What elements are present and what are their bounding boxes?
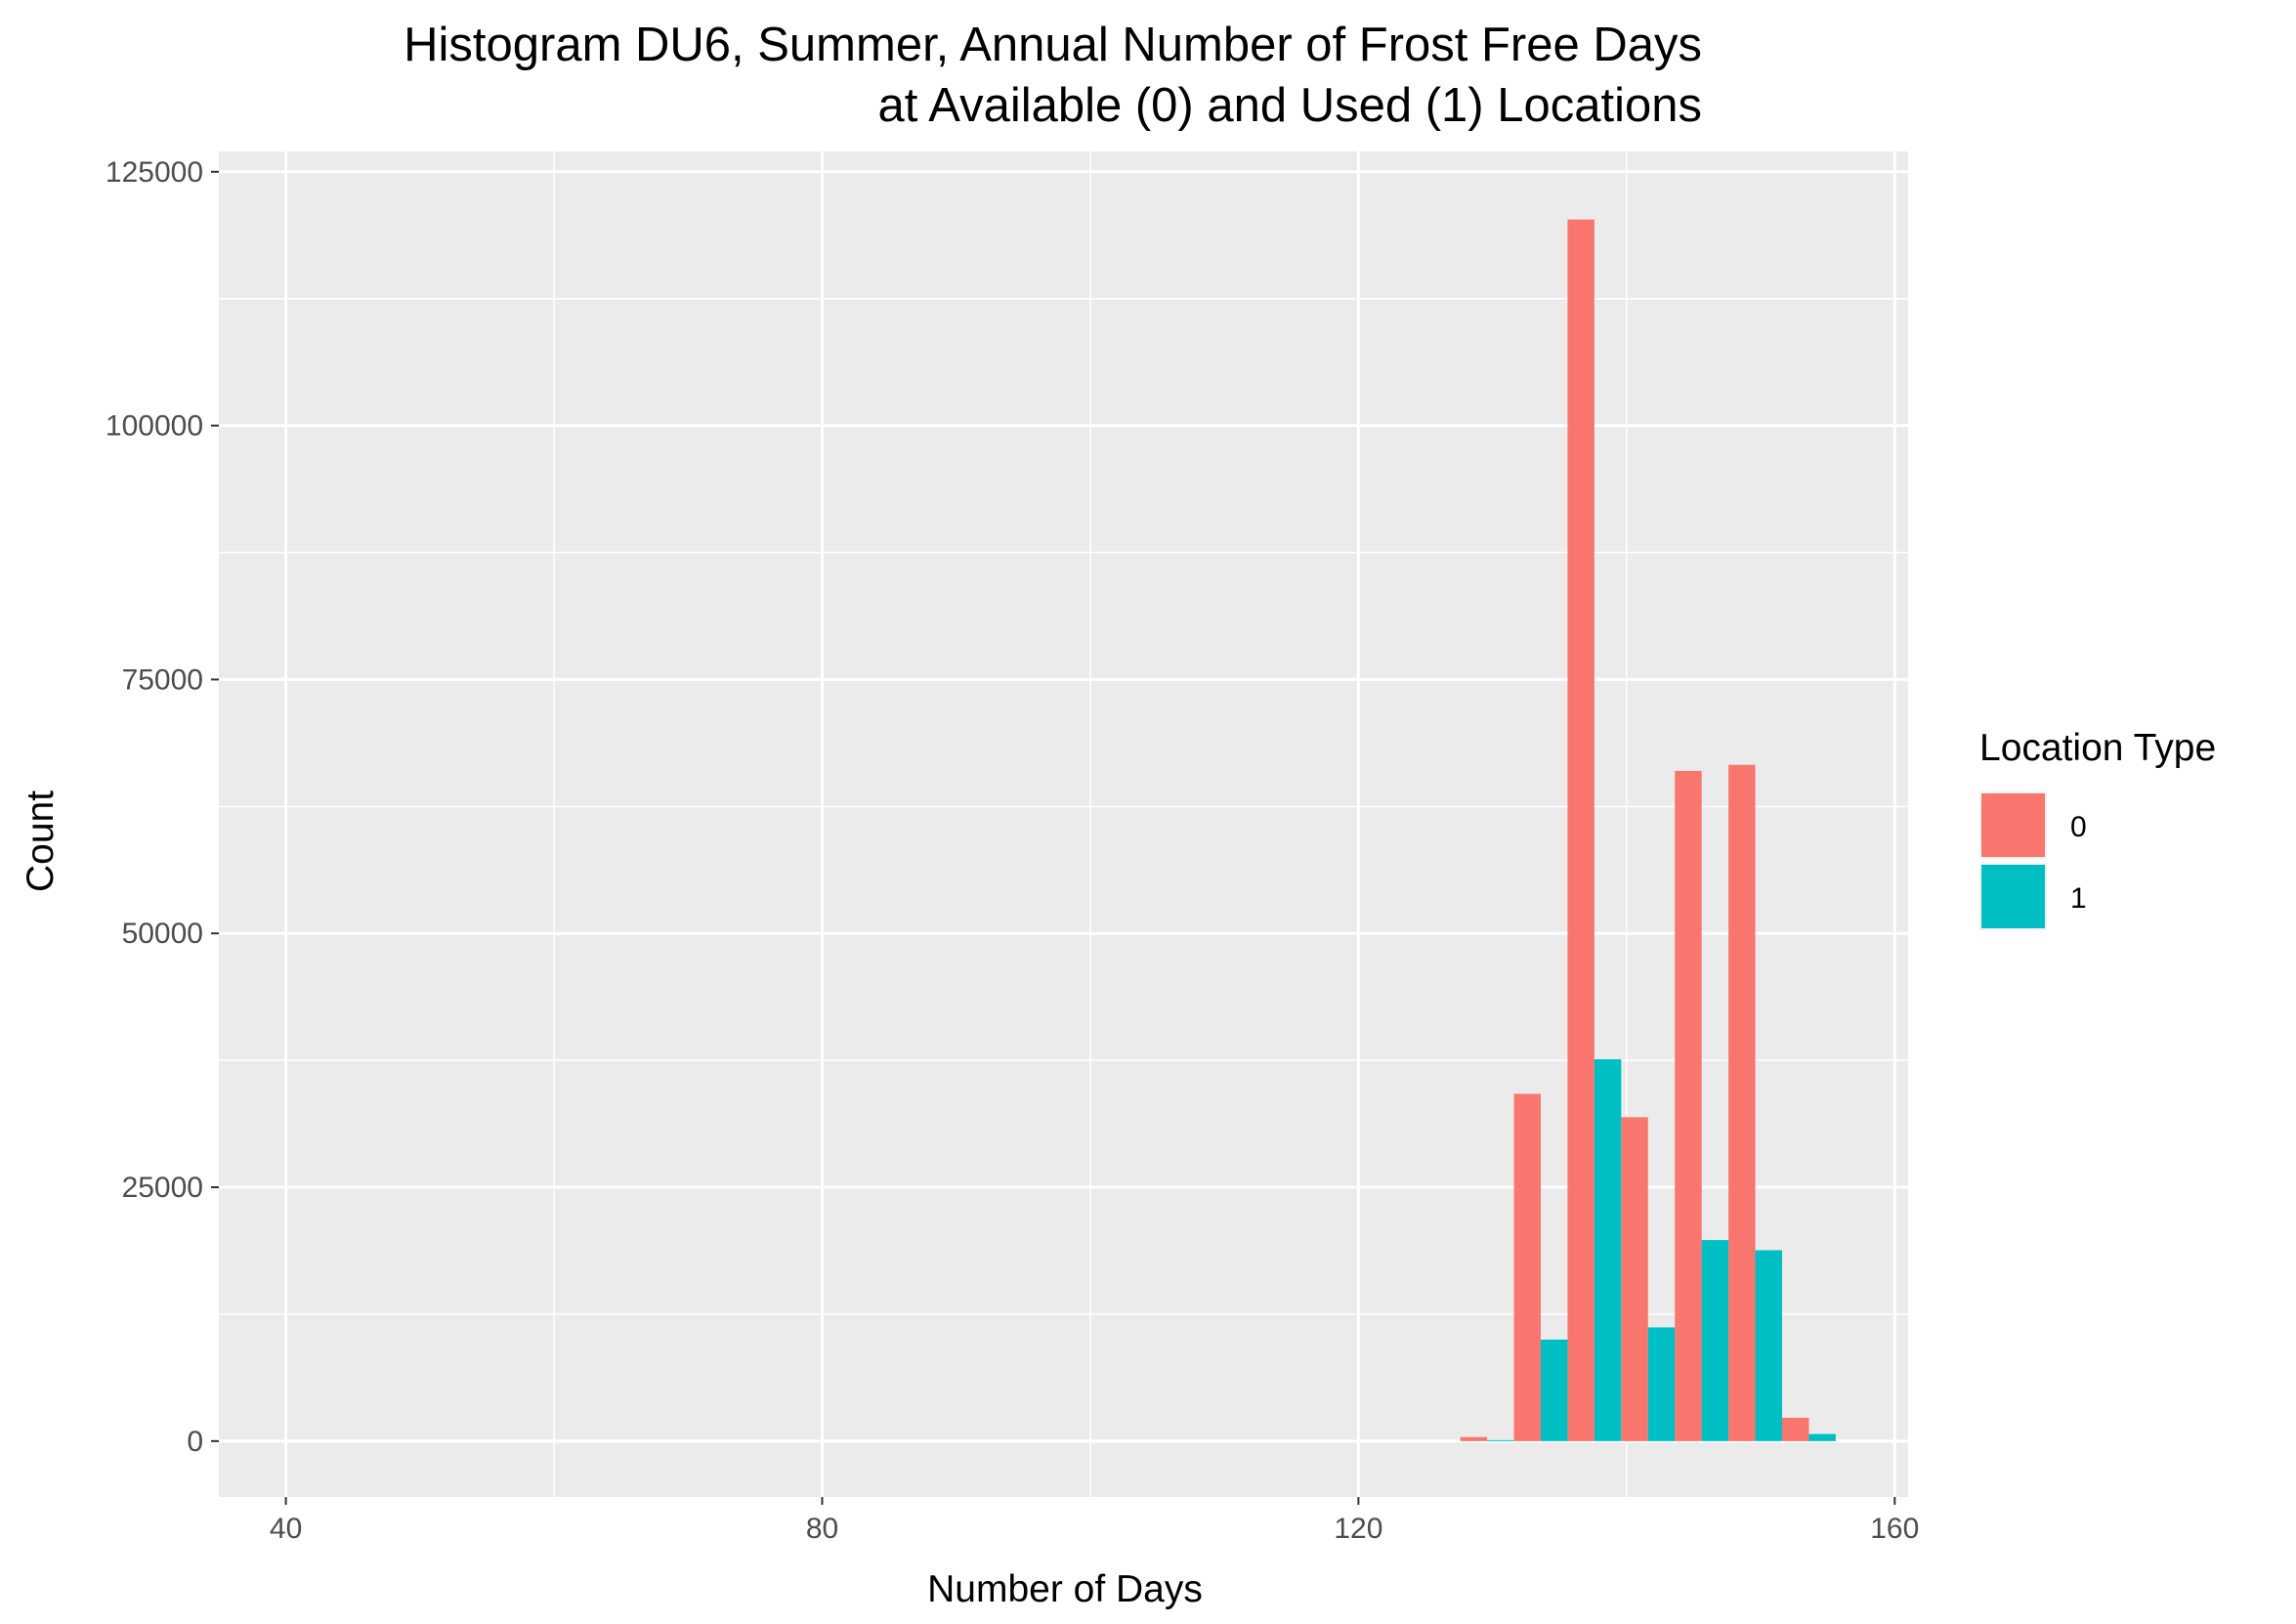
legend-title: Location Type (1979, 727, 2216, 769)
legend-label-0: 0 (2070, 811, 2087, 843)
chart-title-line-1: Histogram DU6, Summer, Annual Number of … (404, 19, 1702, 71)
legend: Location Type 0 1 (1979, 727, 2216, 930)
bar-series-0 (1782, 1417, 1809, 1441)
x-axis: 40 80 120 160 (270, 1497, 1919, 1545)
bar-series-1 (1541, 1339, 1568, 1441)
y-axis: 0 25000 50000 75000 100000 125000 (106, 156, 219, 1458)
bar-series-0 (1728, 764, 1756, 1441)
x-tick-label: 120 (1334, 1513, 1382, 1545)
legend-swatch-1 (1981, 865, 2045, 928)
minor-gridlines (219, 151, 1908, 1497)
bar-series-1 (1647, 1327, 1676, 1441)
x-tick-label: 160 (1870, 1513, 1919, 1545)
legend-label-1: 1 (2070, 882, 2087, 915)
bar-series-1 (1755, 1250, 1783, 1441)
y-tick-label: 100000 (106, 410, 203, 443)
y-tick-label: 75000 (122, 663, 203, 696)
y-tick-label: 25000 (122, 1172, 203, 1204)
x-tick-label: 40 (270, 1513, 302, 1545)
chart-title-line-2: at Available (0) and Used (1) Locations (878, 79, 1702, 132)
bar-series-0 (1460, 1436, 1488, 1441)
bar-series-0 (1621, 1117, 1648, 1441)
bar-series-1 (1487, 1439, 1514, 1441)
bars (1460, 219, 1836, 1441)
bar-series-1 (1808, 1433, 1836, 1441)
chart-title: Histogram DU6, Summer, Annual Number of … (404, 19, 1702, 132)
legend-swatch-0 (1981, 793, 2045, 857)
y-tick-label: 125000 (106, 156, 203, 189)
y-tick-label: 50000 (122, 918, 203, 950)
bar-series-0 (1513, 1093, 1542, 1441)
bar-series-0 (1567, 219, 1594, 1441)
plot-panel (219, 151, 1908, 1497)
y-axis-label: Count (20, 791, 62, 892)
x-tick-label: 80 (806, 1513, 838, 1545)
bar-series-1 (1594, 1059, 1622, 1441)
bar-series-0 (1675, 770, 1702, 1441)
x-axis-label: Number of Days (927, 1568, 1203, 1610)
bar-series-1 (1701, 1240, 1729, 1441)
y-tick-label: 0 (187, 1426, 203, 1458)
